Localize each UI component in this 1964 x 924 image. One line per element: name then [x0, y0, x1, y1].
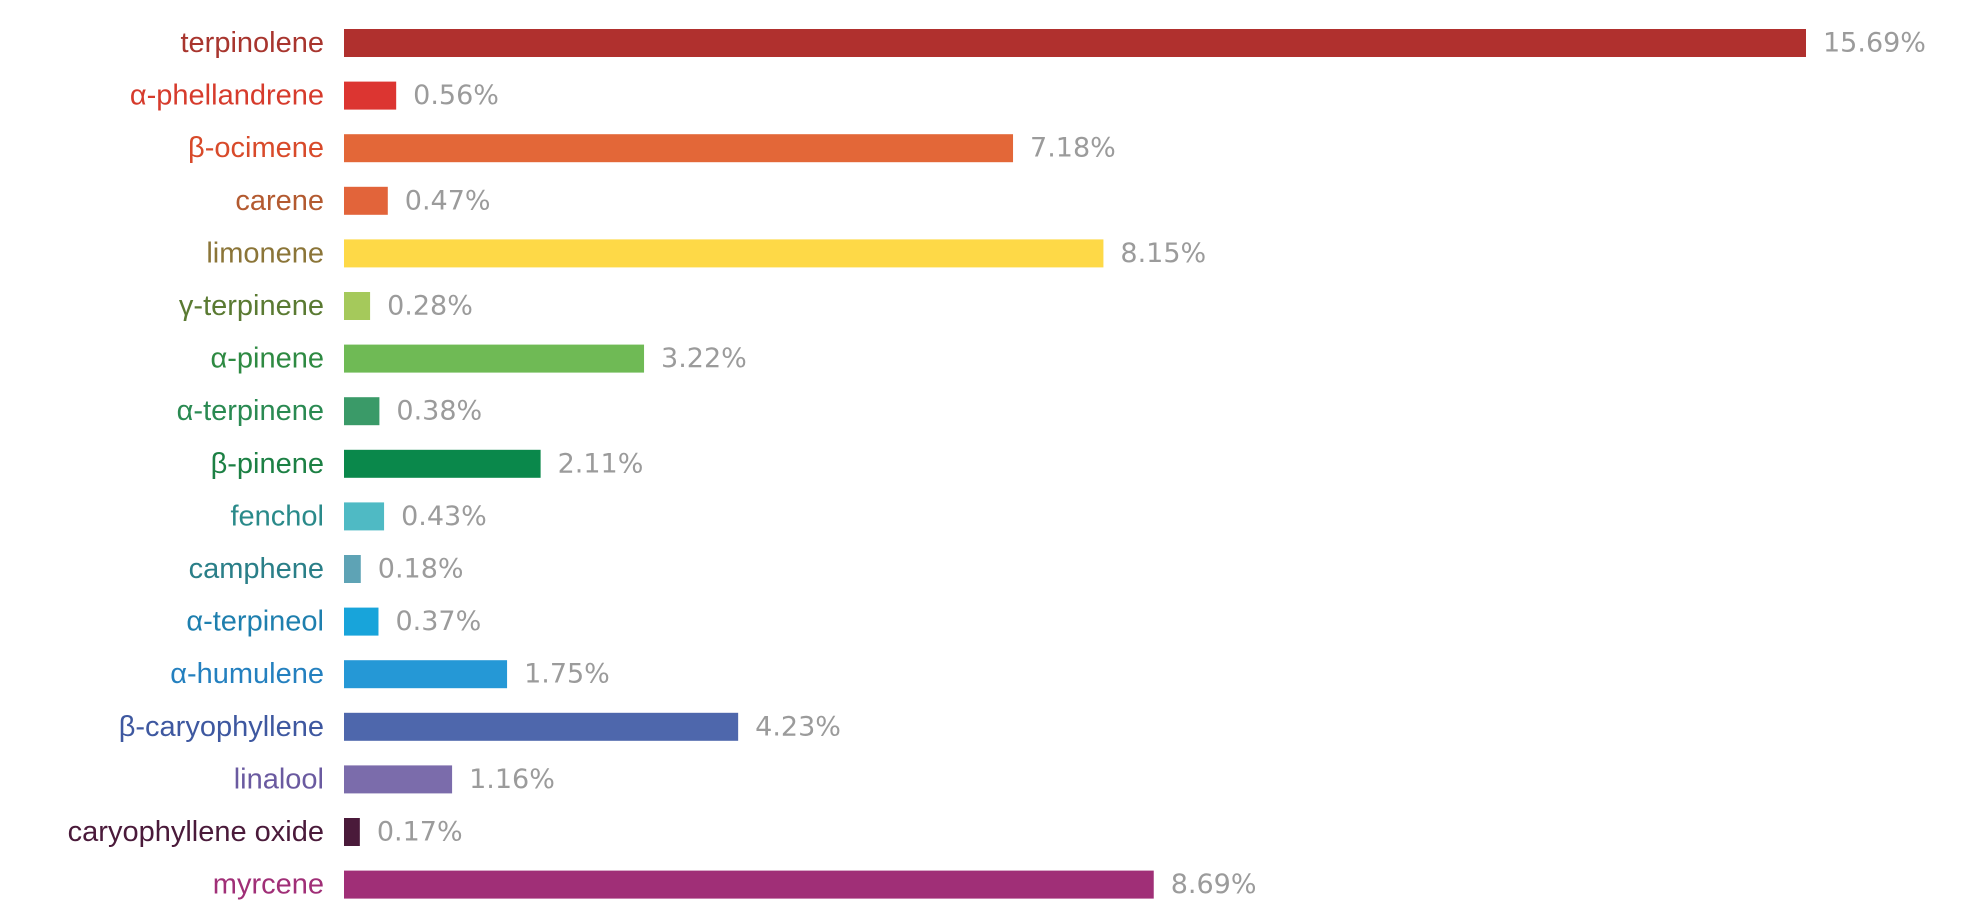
- category-label-terpinene: γ-terpinene: [179, 290, 324, 322]
- category-label-terpineol: α-terpineol: [186, 606, 324, 638]
- category-label-myrcene: myrcene: [213, 869, 324, 901]
- category-label-terpinene: α-terpinene: [177, 395, 324, 427]
- category-label-carene: carene: [235, 185, 324, 217]
- category-label-camphene: camphene: [189, 553, 324, 585]
- category-label-caryophyllene: β-caryophyllene: [119, 711, 324, 743]
- category-label-terpinolene: terpinolene: [181, 27, 325, 59]
- value-label-terpinene: 0.28%: [387, 291, 473, 322]
- bar-ocimene: [344, 134, 1014, 163]
- category-label-limonene: limonene: [206, 237, 324, 269]
- value-label-pinene: 3.22%: [661, 343, 747, 374]
- value-label-fenchol: 0.43%: [401, 501, 487, 532]
- value-label-linalool: 1.16%: [469, 764, 555, 795]
- value-label-camphene: 0.18%: [378, 554, 464, 585]
- value-label-phellandrene: 0.56%: [413, 80, 499, 111]
- bar-phellandrene: [344, 81, 397, 110]
- category-label-pinene: α-pinene: [210, 343, 324, 375]
- category-labels-group: terpinolene α-phellandrene β-ocimene carene…: [68, 27, 324, 901]
- bar-fenchol: [344, 502, 385, 531]
- bar-pinene: [344, 449, 541, 478]
- bar-myrcene: [344, 870, 1154, 899]
- bar-pinene: [344, 344, 645, 373]
- category-label-caryophyllene-oxide: caryophyllene oxide: [68, 816, 324, 848]
- bar-caryophyllene-oxide: [344, 818, 360, 846]
- value-label-myrcene: 8.69%: [1171, 869, 1257, 900]
- value-label-pinene: 2.11%: [558, 448, 644, 479]
- value-label-terpinene: 0.38%: [396, 396, 482, 427]
- bar-terpinene: [344, 292, 371, 320]
- category-label-fenchol: fenchol: [230, 500, 324, 532]
- category-label-linalool: linalool: [234, 763, 324, 795]
- category-label-phellandrene: α-phellandrene: [130, 80, 324, 112]
- bar-linalool: [344, 765, 453, 794]
- value-label-caryophyllene: 4.23%: [755, 711, 841, 742]
- value-label-humulene: 1.75%: [524, 659, 610, 690]
- bar-caryophyllene: [344, 712, 739, 741]
- value-label-ocimene: 7.18%: [1030, 133, 1116, 164]
- bars-group: [344, 29, 1806, 899]
- category-label-ocimene: β-ocimene: [188, 132, 324, 164]
- bar-camphene: [344, 555, 361, 583]
- value-label-terpinolene: 15.69%: [1823, 28, 1926, 59]
- bar-terpineol: [344, 607, 379, 636]
- bar-terpinene: [344, 397, 380, 426]
- value-label-caryophyllene-oxide: 0.17%: [377, 817, 463, 848]
- bar-carene: [344, 186, 388, 215]
- value-labels-group: 15.69% 0.56% 7.18% 0.47% 8.15% 0.28% 3.22% 0.38…: [377, 28, 1926, 901]
- bar-humulene: [344, 660, 508, 689]
- bar-limonene: [344, 239, 1104, 268]
- category-label-humulene: α-humulene: [170, 658, 324, 690]
- category-label-pinene: β-pinene: [211, 448, 324, 480]
- bar-terpinolene: [344, 29, 1806, 57]
- value-label-terpineol: 0.37%: [395, 606, 481, 637]
- value-label-carene: 0.47%: [405, 185, 491, 216]
- value-label-limonene: 8.15%: [1120, 238, 1206, 269]
